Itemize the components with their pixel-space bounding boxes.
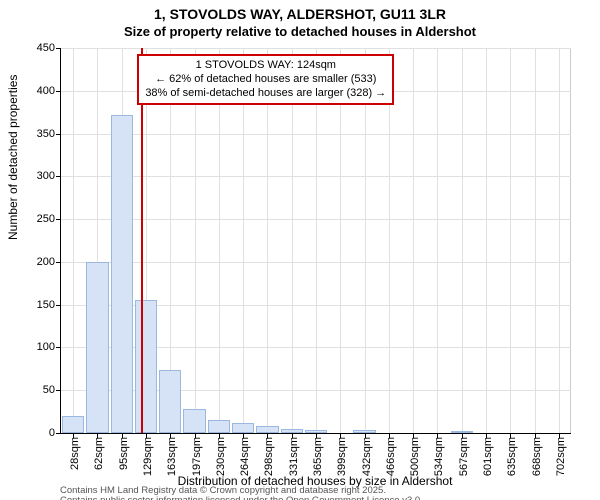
xtick-label: 534sqm: [433, 437, 445, 482]
gridline-v: [486, 48, 487, 433]
gridline-v: [292, 48, 293, 433]
ytick-label: 400: [15, 85, 55, 97]
xtick-label: 500sqm: [409, 437, 421, 482]
ytick-mark: [56, 305, 61, 306]
ytick-label: 450: [15, 42, 55, 54]
xtick-label: 365sqm: [312, 437, 324, 482]
gridline-v: [316, 48, 317, 433]
ytick-mark: [56, 262, 61, 263]
ytick-mark: [56, 347, 61, 348]
ytick-mark: [56, 433, 61, 434]
gridline-v: [510, 48, 511, 433]
gridline-v: [437, 48, 438, 433]
histogram-bar: [86, 262, 108, 433]
histogram-bar: [281, 429, 303, 433]
gridline-v: [535, 48, 536, 433]
plot-area: 1 STOVOLDS WAY: 124sqm← 62% of detached …: [60, 48, 571, 434]
histogram-bar: [451, 431, 473, 433]
histogram-bar: [305, 430, 327, 433]
xtick-label: 298sqm: [263, 437, 275, 482]
ytick-mark: [56, 91, 61, 92]
gridline-v: [413, 48, 414, 433]
gridline-v: [243, 48, 244, 433]
ytick-mark: [56, 390, 61, 391]
xtick-label: 635sqm: [506, 437, 518, 482]
xtick-label: 567sqm: [458, 437, 470, 482]
gridline-v: [267, 48, 268, 433]
histogram-bar: [256, 426, 278, 433]
histogram-bar: [111, 115, 133, 433]
histogram-bar: [183, 409, 205, 433]
ytick-label: 150: [15, 299, 55, 311]
xtick-label: 129sqm: [142, 437, 154, 482]
histogram-bar: [135, 300, 157, 433]
plot-border-right: [570, 48, 571, 433]
footer-block: Contains HM Land Registry data © Crown c…: [60, 486, 423, 500]
ytick-label: 250: [15, 213, 55, 225]
gridline-v: [73, 48, 74, 433]
ytick-mark: [56, 219, 61, 220]
footer-line: Contains public sector information licen…: [60, 496, 423, 500]
histogram-bar: [353, 430, 375, 433]
annotation-line: ← 62% of detached houses are smaller (53…: [145, 73, 386, 87]
annotation-line: 38% of semi-detached houses are larger (…: [145, 87, 386, 101]
ytick-mark: [56, 134, 61, 135]
ytick-label: 50: [15, 384, 55, 396]
chart-title-main: 1, STOVOLDS WAY, ALDERSHOT, GU11 3LR: [0, 6, 600, 22]
xtick-label: 197sqm: [191, 437, 203, 482]
xtick-label: 28sqm: [69, 437, 81, 482]
gridline-v: [365, 48, 366, 433]
ytick-mark: [56, 48, 61, 49]
gridline-v: [389, 48, 390, 433]
xtick-label: 264sqm: [239, 437, 251, 482]
ytick-label: 200: [15, 256, 55, 268]
chart-container: 1, STOVOLDS WAY, ALDERSHOT, GU11 3LR Siz…: [0, 0, 600, 500]
xtick-label: 601sqm: [482, 437, 494, 482]
annotation-box: 1 STOVOLDS WAY: 124sqm← 62% of detached …: [137, 54, 394, 105]
histogram-bar: [62, 416, 84, 433]
gridline-v: [462, 48, 463, 433]
xtick-label: 399sqm: [336, 437, 348, 482]
xtick-label: 230sqm: [215, 437, 227, 482]
xtick-label: 702sqm: [555, 437, 567, 482]
histogram-bar: [208, 420, 230, 433]
xtick-label: 466sqm: [385, 437, 397, 482]
chart-title-sub: Size of property relative to detached ho…: [0, 24, 600, 39]
gridline-v: [340, 48, 341, 433]
gridline-v: [219, 48, 220, 433]
gridline-v: [195, 48, 196, 433]
xtick-label: 95sqm: [118, 437, 130, 482]
subject-property-marker: [141, 48, 143, 433]
xtick-label: 432sqm: [361, 437, 373, 482]
ytick-label: 300: [15, 170, 55, 182]
ytick-label: 0: [15, 427, 55, 439]
ytick-label: 100: [15, 341, 55, 353]
xtick-label: 668sqm: [531, 437, 543, 482]
histogram-bar: [232, 423, 254, 433]
histogram-bar: [159, 370, 181, 433]
ytick-mark: [56, 176, 61, 177]
xtick-label: 62sqm: [93, 437, 105, 482]
ytick-label: 350: [15, 128, 55, 140]
xtick-label: 331sqm: [288, 437, 300, 482]
gridline-v: [559, 48, 560, 433]
annotation-line: 1 STOVOLDS WAY: 124sqm: [145, 59, 386, 73]
xtick-label: 163sqm: [166, 437, 178, 482]
